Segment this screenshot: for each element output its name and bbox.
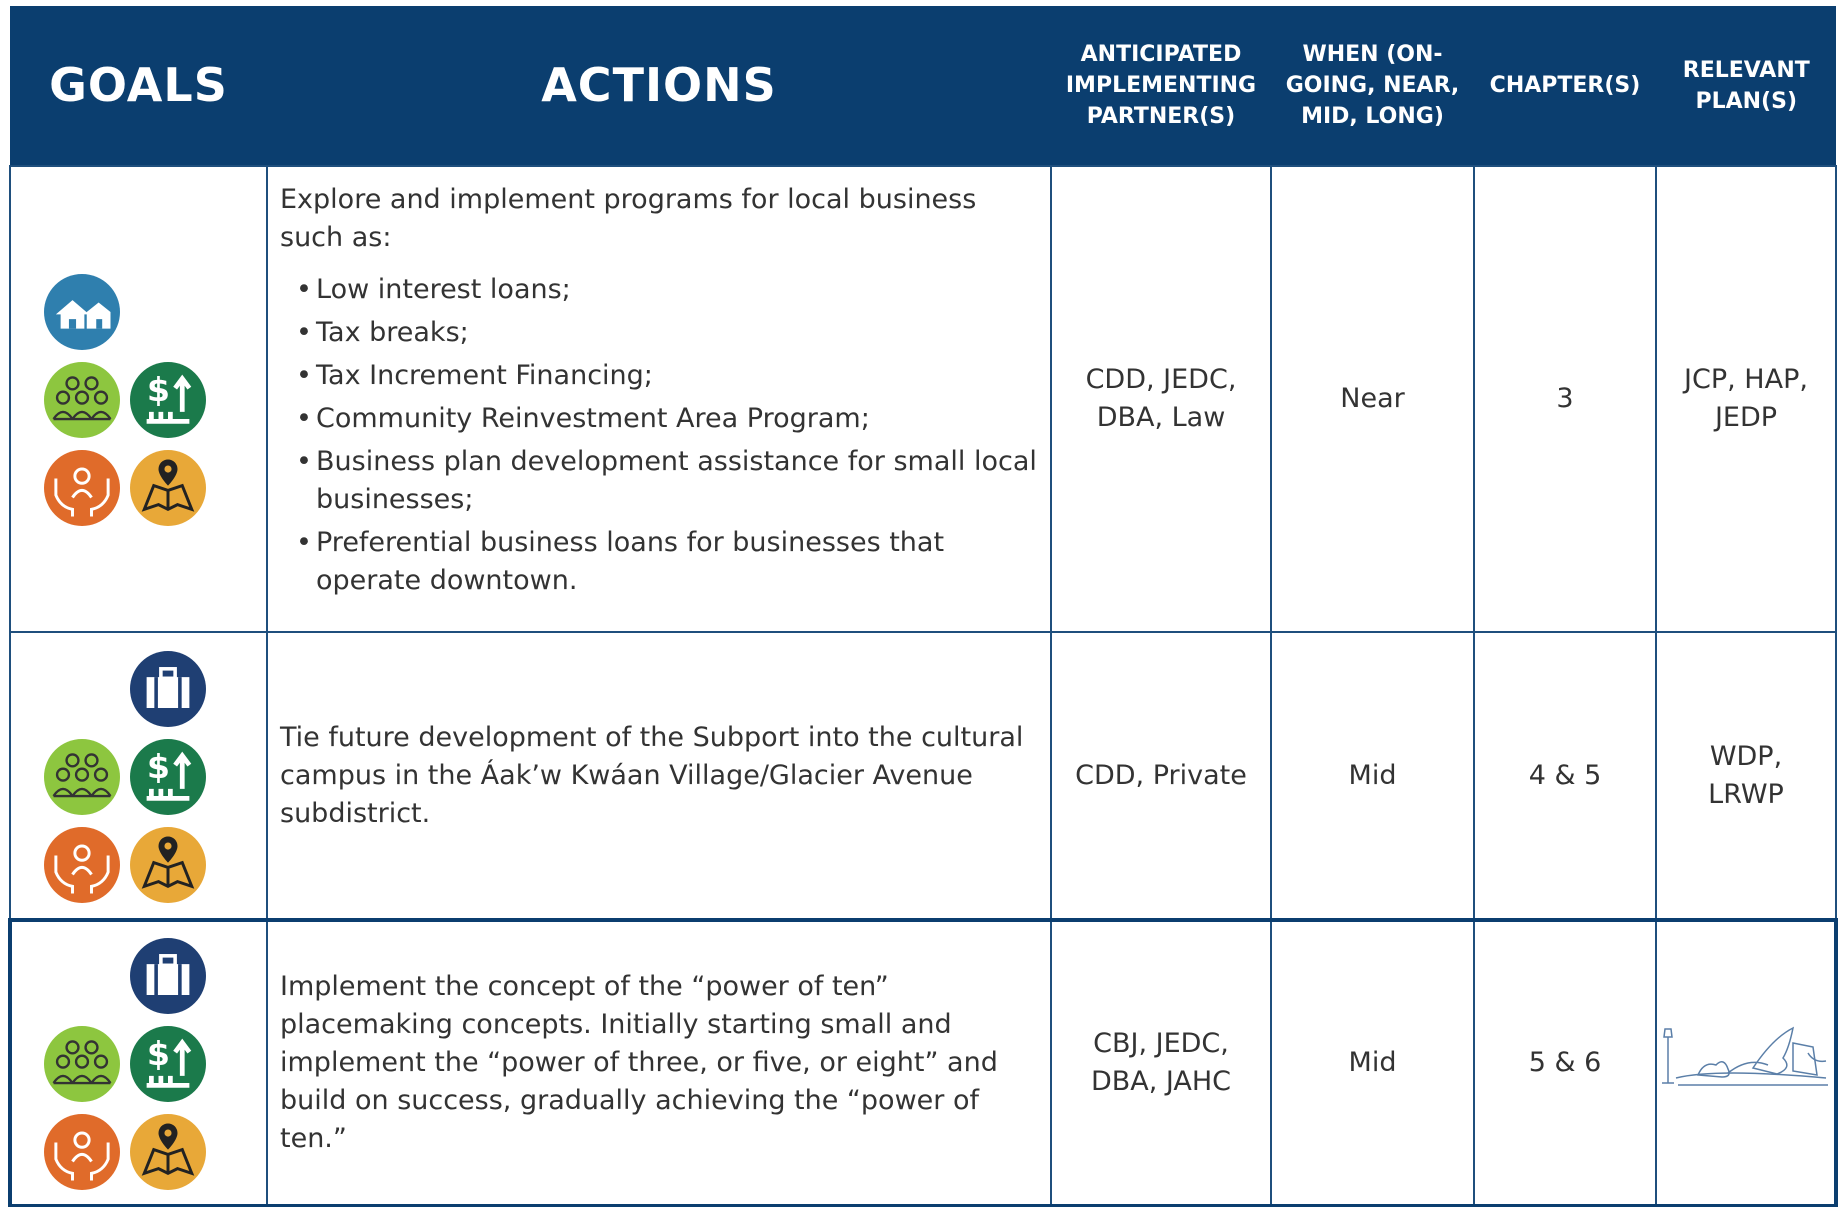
bullet-item: Community Reinvestment Area Program;	[296, 400, 1038, 438]
action-table: GOALS ACTIONS ANTICIPATED IMPLEMENTING P…	[8, 6, 1838, 1207]
bullet-item: Tax breaks;	[296, 314, 1038, 352]
goal-icons	[9, 631, 268, 921]
housing-icon	[44, 274, 120, 350]
header-cell: CHAPTER(S)	[1473, 6, 1656, 166]
when-cell: Near	[1270, 165, 1475, 633]
header-cell: ANTICIPATED IMPLEMENTING PARTNER(S)	[1050, 6, 1271, 166]
table-row: Tie future development of the Subport in…	[9, 631, 1837, 921]
care-icon	[44, 1114, 120, 1190]
header-row: GOALS ACTIONS ANTICIPATED IMPLEMENTING P…	[9, 6, 1836, 166]
bullet-item: Preferential business loans for business…	[296, 524, 1038, 600]
community-icon	[44, 1026, 120, 1102]
action-cell: Tie future development of the Subport in…	[266, 631, 1052, 921]
action-text: Explore and implement programs for local…	[280, 184, 977, 253]
bullet-item: Low interest loans;	[296, 271, 1038, 309]
table-row: Implement the concept of the “power of t…	[8, 918, 1838, 1207]
header-cell: RELEVANT PLAN(S)	[1655, 6, 1836, 166]
place-icon	[130, 827, 206, 903]
community-icon	[44, 739, 120, 815]
place-icon	[130, 450, 206, 526]
header-cell: WHEN (ON-GOING, NEAR, MID, LONG)	[1270, 6, 1474, 166]
header-cell: GOALS	[9, 6, 267, 166]
when-cell: Mid	[1270, 631, 1475, 921]
icon-group	[44, 651, 234, 901]
care-icon	[44, 450, 120, 526]
partners-cell: CBJ, JEDC, DBA, JAHC	[1050, 919, 1272, 1207]
chapter-cell: 4 & 5	[1473, 631, 1657, 921]
icon-group	[44, 274, 234, 524]
bullet-item: Business plan development assistance for…	[296, 443, 1038, 519]
plans-cell	[1655, 919, 1837, 1207]
care-icon	[44, 827, 120, 903]
chapter-cell: 5 & 6	[1473, 919, 1657, 1207]
placemaking-sketch	[1662, 1026, 1828, 1086]
icon-group	[44, 938, 234, 1188]
place-icon	[130, 1114, 206, 1190]
bullet-item: Tax Increment Financing;	[296, 357, 1038, 395]
goal-icons	[9, 165, 268, 633]
business-icon	[130, 938, 206, 1014]
plans-cell: JCP, HAP, JEDP	[1655, 165, 1837, 633]
chapter-cell: 3	[1473, 165, 1657, 633]
economy-icon	[130, 739, 206, 815]
economy-icon	[130, 362, 206, 438]
bullet-list: Low interest loans; Tax breaks; Tax Increm…	[280, 271, 1038, 600]
action-cell: Implement the concept of the “power of t…	[266, 919, 1052, 1207]
plans-cell: WDP, LRWP	[1655, 631, 1837, 921]
partners-cell: CDD, JEDC, DBA, Law	[1050, 165, 1272, 633]
business-icon	[130, 651, 206, 727]
header-cell: ACTIONS	[266, 6, 1051, 166]
when-cell: Mid	[1270, 919, 1475, 1207]
partners-cell: CDD, Private	[1050, 631, 1272, 921]
community-icon	[44, 362, 120, 438]
economy-icon	[130, 1026, 206, 1102]
goal-icons	[9, 919, 268, 1207]
table-row: Explore and implement programs for local…	[9, 165, 1837, 633]
action-cell: Explore and implement programs for local…	[266, 165, 1052, 633]
